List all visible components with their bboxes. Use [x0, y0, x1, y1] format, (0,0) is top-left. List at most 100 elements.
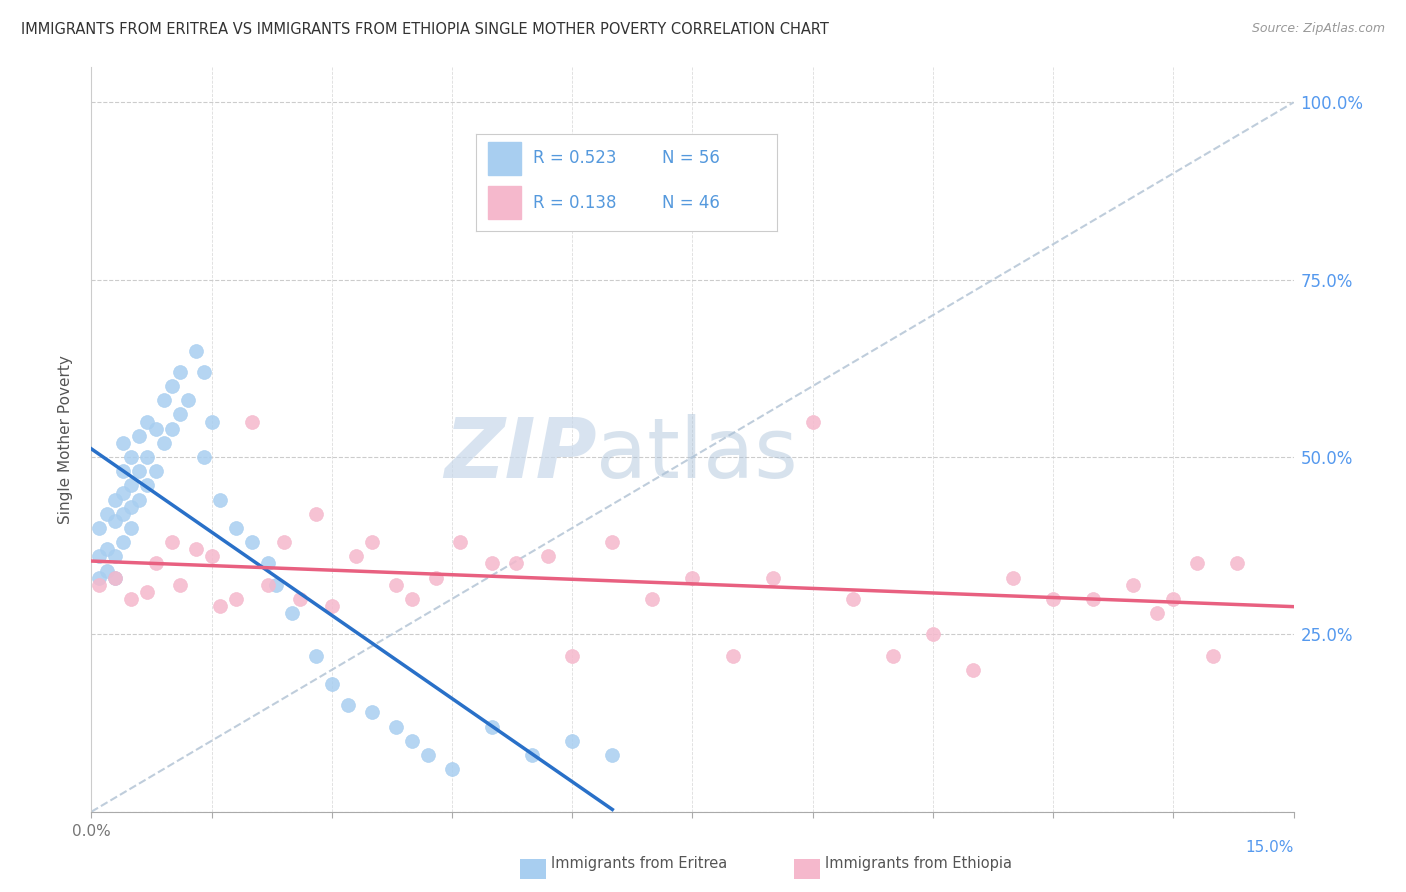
Point [305, 507, 328, 521]
Point [193, 365, 215, 379]
Point [1083, 591, 1105, 606]
Point [112, 464, 135, 478]
Point [561, 648, 583, 663]
Point [264, 578, 287, 592]
Point [112, 535, 135, 549]
Point [360, 535, 382, 549]
Point [1122, 578, 1144, 592]
Point [1163, 591, 1185, 606]
Point [169, 408, 191, 422]
Text: Source: ZipAtlas.com: Source: ZipAtlas.com [1251, 22, 1385, 36]
Point [281, 606, 304, 620]
Point [176, 393, 198, 408]
Point [89, 521, 111, 535]
Point [121, 591, 143, 606]
Point [922, 627, 945, 641]
Point [336, 698, 359, 713]
Point [256, 557, 278, 571]
Point [505, 557, 527, 571]
Point [145, 422, 167, 436]
Point [481, 557, 503, 571]
Point [112, 507, 135, 521]
Point [240, 535, 263, 549]
Point [128, 464, 150, 478]
Point [801, 415, 824, 429]
Point [184, 343, 207, 358]
Point [104, 514, 127, 528]
Point [273, 535, 295, 549]
Point [681, 571, 703, 585]
Point [121, 500, 143, 514]
Point [721, 648, 744, 663]
Point [225, 521, 247, 535]
Point [401, 733, 423, 747]
Point [1146, 606, 1168, 620]
Point [128, 492, 150, 507]
Point [305, 648, 328, 663]
Text: ZIP: ZIP [444, 414, 596, 495]
Point [344, 549, 367, 564]
Point [145, 557, 167, 571]
Point [145, 464, 167, 478]
Point [96, 564, 118, 578]
Point [160, 535, 183, 549]
Point [128, 429, 150, 443]
Point [602, 747, 624, 762]
Point [1042, 591, 1064, 606]
Point [1202, 648, 1225, 663]
Point [841, 591, 863, 606]
Point [288, 591, 311, 606]
Text: IMMIGRANTS FROM ERITREA VS IMMIGRANTS FROM ETHIOPIA SINGLE MOTHER POVERTY CORREL: IMMIGRANTS FROM ERITREA VS IMMIGRANTS FR… [21, 22, 830, 37]
Point [641, 591, 664, 606]
Point [160, 422, 183, 436]
Point [89, 578, 111, 592]
Point [160, 379, 183, 393]
Text: atlas: atlas [596, 414, 799, 495]
Point [602, 535, 624, 549]
Point [104, 571, 127, 585]
Point [882, 648, 904, 663]
Point [321, 599, 343, 613]
Point [481, 720, 503, 734]
Point [112, 485, 135, 500]
Point [561, 733, 583, 747]
Text: Immigrants from Ethiopia: Immigrants from Ethiopia [825, 856, 1012, 871]
Point [1001, 571, 1024, 585]
Point [96, 542, 118, 557]
Point [240, 415, 263, 429]
Point [104, 549, 127, 564]
Point [321, 677, 343, 691]
Point [416, 747, 439, 762]
Point [121, 478, 143, 492]
Point [136, 584, 159, 599]
Point [201, 415, 224, 429]
Point [152, 435, 174, 450]
Point [193, 450, 215, 464]
Point [440, 762, 463, 776]
Point [136, 478, 159, 492]
Point [360, 706, 382, 720]
Point [104, 492, 127, 507]
Point [96, 507, 118, 521]
Text: Immigrants from Eritrea: Immigrants from Eritrea [551, 856, 727, 871]
Point [152, 393, 174, 408]
Point [201, 549, 224, 564]
Point [425, 571, 447, 585]
Point [449, 535, 471, 549]
Point [225, 591, 247, 606]
Point [208, 599, 231, 613]
Point [169, 365, 191, 379]
Point [962, 663, 984, 677]
Point [121, 521, 143, 535]
Point [522, 747, 544, 762]
Point [208, 492, 231, 507]
Point [184, 542, 207, 557]
Point [136, 450, 159, 464]
Point [256, 578, 278, 592]
Point [537, 549, 560, 564]
Point [762, 571, 785, 585]
Point [1226, 557, 1249, 571]
Point [136, 415, 159, 429]
Point [112, 435, 135, 450]
Point [1187, 557, 1209, 571]
